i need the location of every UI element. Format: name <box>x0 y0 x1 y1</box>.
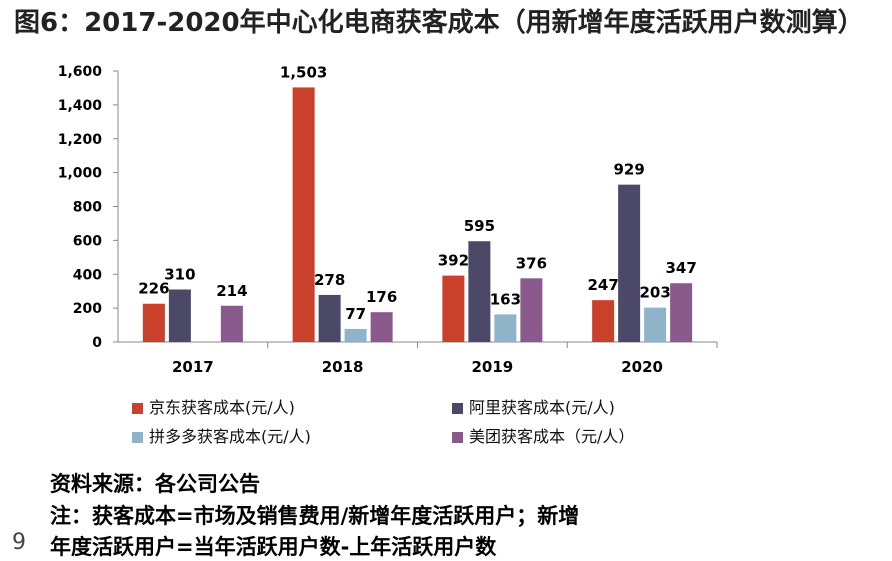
bar <box>370 312 393 342</box>
data-label: 77 <box>345 305 366 323</box>
formula-note-line2: 年度活跃用户=当年活跃用户数-上年活跃用户数 <box>50 535 497 559</box>
y-tick-label: 1,400 <box>58 98 103 114</box>
x-tick-label: 2018 <box>322 358 364 376</box>
bar <box>520 278 543 342</box>
bar <box>494 314 517 342</box>
y-tick-label: 1,200 <box>58 132 103 148</box>
y-tick-label: 400 <box>73 267 102 283</box>
y-tick-label: 800 <box>73 200 102 216</box>
legend-label-ali: 阿里获客成本(元/人) <box>469 398 615 417</box>
source-note: 资料来源：各公司公告 <box>50 472 260 496</box>
data-label: 176 <box>366 288 397 306</box>
legend-swatch-jd <box>132 403 143 414</box>
data-label: 929 <box>613 161 644 179</box>
legend-label-jd: 京东获客成本(元/人) <box>149 398 295 417</box>
data-label: 310 <box>164 265 195 283</box>
data-label: 226 <box>138 280 169 298</box>
x-tick-label: 2020 <box>621 358 663 376</box>
bar <box>168 289 191 342</box>
data-label: 214 <box>216 282 247 300</box>
x-tick-label: 2017 <box>172 358 214 376</box>
bar <box>592 300 615 342</box>
data-label: 1,503 <box>280 63 327 81</box>
legend-label-pdd: 拼多多获客成本(元/人) <box>149 427 311 446</box>
data-label: 247 <box>587 276 618 294</box>
data-label: 278 <box>314 271 345 289</box>
data-label: 595 <box>464 217 495 235</box>
bar <box>292 87 315 342</box>
legend-item-ali: 阿里获客成本(元/人) <box>452 394 615 418</box>
legend-item-jd: 京东获客成本(元/人) <box>132 394 295 418</box>
legend-label-meituan: 美团获客成本（元/人） <box>469 427 635 446</box>
x-tick-label: 2019 <box>472 358 514 376</box>
page-number: 9 <box>12 530 26 555</box>
legend-item-pdd: 拼多多获客成本(元/人) <box>132 423 311 447</box>
data-label: 347 <box>665 259 696 277</box>
legend-swatch-pdd <box>132 432 143 443</box>
bar <box>220 305 243 342</box>
bar <box>318 294 341 342</box>
bar-chart: 0 200 400 600 800 1,000 1,200 1,400 1,600 2017 226… <box>58 63 718 376</box>
legend-swatch-ali <box>452 403 463 414</box>
bar <box>468 241 491 342</box>
legend-item-meituan: 美团获客成本（元/人） <box>452 423 634 447</box>
data-label: 376 <box>516 254 547 272</box>
data-label: 392 <box>438 252 469 270</box>
bar <box>344 328 367 342</box>
y-tick-label: 1,600 <box>58 64 103 80</box>
legend-swatch-meituan <box>452 432 463 443</box>
bar <box>644 307 667 342</box>
bar <box>442 275 465 342</box>
y-tick-label: 1,000 <box>58 166 103 182</box>
chart-title: 图6：2017-2020年中心化电商获客成本（用新增年度活跃用户数测算） <box>14 8 864 38</box>
y-tick-label: 600 <box>73 233 102 249</box>
y-tick-label: 0 <box>92 335 102 351</box>
data-label: 163 <box>490 290 521 308</box>
bar <box>618 184 641 342</box>
bar <box>670 283 693 342</box>
y-tick-label: 200 <box>73 301 102 317</box>
bar <box>142 303 165 342</box>
formula-note-line1: 注：获客成本=市场及销售费用/新增年度活跃用户；新增 <box>50 504 580 528</box>
data-label: 203 <box>639 284 670 302</box>
